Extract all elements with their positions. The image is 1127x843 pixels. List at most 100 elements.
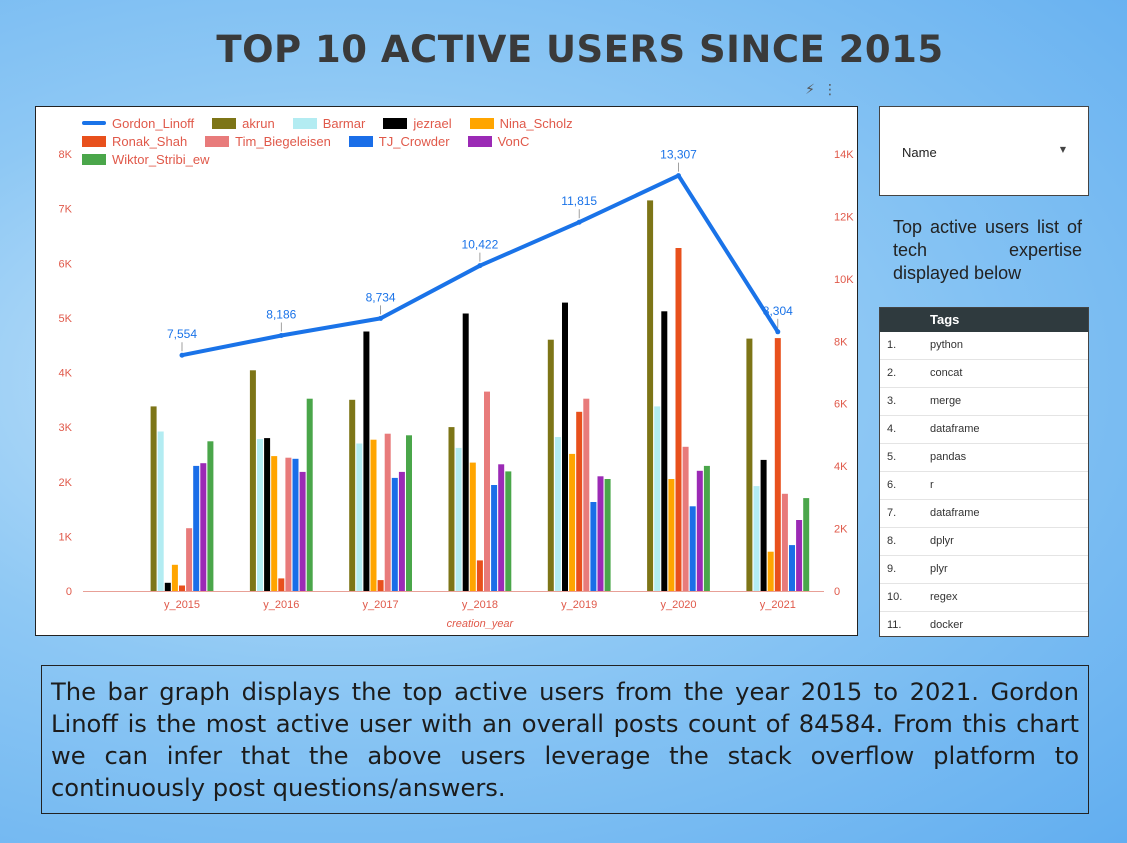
bar-ronak-shah <box>377 580 384 591</box>
y-right-tick-label: 6K <box>834 399 848 411</box>
page-title: TOP 10 ACTIVE USERS SINCE 2015 <box>216 28 944 71</box>
table-row: 10. regex <box>880 584 1088 612</box>
bar-tim-biegeleisen <box>186 528 193 591</box>
legend-item[interactable]: Wiktor_Stribi_ew <box>82 151 210 169</box>
legend-swatch <box>469 118 494 129</box>
y-left-tick-label: 1K <box>59 531 73 543</box>
legend-item[interactable]: Tim_Biegeleisen <box>205 133 331 151</box>
table-row: 2. concat <box>880 360 1088 388</box>
tag-name: dataframe <box>930 507 980 519</box>
legend-label: Wiktor_Stribi_ew <box>112 152 210 167</box>
kebab-menu-icon[interactable]: ⋮ <box>823 82 837 98</box>
legend-item[interactable]: VonC <box>467 133 529 151</box>
line-point <box>576 219 582 225</box>
legend-label: TJ_Crowder <box>378 134 450 149</box>
y-right-tick-label: 4K <box>834 461 848 473</box>
tag-name: regex <box>930 591 958 603</box>
bar-tim-biegeleisen <box>384 433 391 591</box>
bar-akrun <box>746 338 753 591</box>
bar-tj-crowder <box>689 506 696 591</box>
table-row: 5. pandas <box>880 444 1088 472</box>
legend-label: Ronak_Shah <box>112 134 188 149</box>
legend-swatch <box>205 136 230 147</box>
x-tick-label: y_2015 <box>164 599 200 611</box>
legend-item[interactable]: Nina_Scholz <box>469 115 573 133</box>
tag-index: 2. <box>887 367 897 379</box>
bar-vonc <box>299 471 306 591</box>
bar-barmar <box>356 443 363 591</box>
legend-label: Gordon_Linoff <box>112 116 195 131</box>
bar-nina-scholz <box>569 453 576 591</box>
tags-table-body: 1. python 2. concat 3. merge 4. dataframe 5. pand… <box>880 332 1088 636</box>
x-tick-label: y_2017 <box>363 599 399 611</box>
chart-legend: Gordon_Linoff akrun Barmar jezrael Nina_Scho… <box>82 115 642 169</box>
tags-table-header: Tags <box>880 308 1088 332</box>
bar-chart: 0 1K 2K 3K 4K 5K 6K 7K 8K 0 2K 4K 6K 8K 10K 12K 14K y_201… <box>35 106 858 636</box>
bar-vonc <box>696 470 703 591</box>
legend-swatch <box>383 118 408 129</box>
y-left-tick-label: 4K <box>59 368 73 380</box>
bar-vonc <box>398 471 405 591</box>
bar-tj-crowder <box>193 465 200 591</box>
bar-jezrael <box>462 313 469 591</box>
bar-wiktor-stribi-ew <box>803 498 810 591</box>
table-row: 7. dataframe <box>880 500 1088 528</box>
legend-swatch <box>212 118 237 129</box>
bar-jezrael <box>363 331 370 591</box>
line-point <box>676 173 681 179</box>
bar-jezrael <box>264 438 271 591</box>
bar-vonc <box>796 520 803 591</box>
line-data-label: 8,734 <box>366 290 396 304</box>
x-tick-label: y_2020 <box>660 599 696 611</box>
table-row: 9. plyr <box>880 556 1088 584</box>
tag-name: docker <box>930 619 964 631</box>
legend-swatch <box>82 136 106 147</box>
bar-nina-scholz <box>171 564 178 591</box>
side-description: Top active users list of tech expertise … <box>893 217 1082 283</box>
bar-nina-scholz <box>469 462 476 591</box>
y-right-tick-label: 0 <box>834 586 840 598</box>
bar-akrun <box>249 370 256 591</box>
bar-wiktor-stribi-ew <box>505 471 512 591</box>
bar-barmar <box>157 431 164 591</box>
legend-item[interactable]: akrun <box>212 115 275 133</box>
legend-item[interactable]: jezrael <box>383 115 452 133</box>
tag-name: pandas <box>930 451 967 463</box>
bolt-icon[interactable]: ⚡︎ <box>805 82 815 98</box>
bar-ronak-shah <box>278 578 285 591</box>
legend-label: akrun <box>242 116 275 131</box>
caret-down-icon: ▼ <box>1059 145 1066 154</box>
bar-jezrael <box>760 459 767 591</box>
bar-vonc <box>597 476 604 591</box>
y-right-tick-label: 14K <box>834 149 854 161</box>
name-filter-dropdown[interactable]: Name ▼ <box>879 106 1089 196</box>
legend-label: Nina_Scholz <box>499 116 573 131</box>
legend-item[interactable]: Gordon_Linoff <box>82 115 194 133</box>
bar-vonc <box>200 463 207 591</box>
legend-item[interactable]: Barmar <box>292 115 365 133</box>
bar-ronak-shah <box>476 560 483 591</box>
bar-akrun <box>150 406 157 591</box>
chart-toolbar: ⚡︎ ⋮ <box>800 82 840 98</box>
bar-ronak-shah <box>179 585 185 591</box>
chart-description: The bar graph displays the top active us… <box>41 665 1089 814</box>
bar-barmar <box>654 406 661 591</box>
tag-index: 11. <box>887 619 902 631</box>
tag-index: 4. <box>887 423 897 435</box>
bar-ronak-shah <box>774 338 781 591</box>
bar-barmar <box>554 437 561 591</box>
tag-name: plyr <box>930 563 948 575</box>
bar-jezrael <box>661 311 668 591</box>
bar-nina-scholz <box>370 439 377 591</box>
legend-item[interactable]: TJ_Crowder <box>348 133 450 151</box>
table-row: 1. python <box>880 332 1088 360</box>
bar-tim-biegeleisen <box>583 398 590 591</box>
bar-tj-crowder <box>391 477 398 591</box>
legend-label: Tim_Biegeleisen <box>235 134 331 149</box>
line-data-label: 8,186 <box>266 307 296 321</box>
legend-item[interactable]: Ronak_Shah <box>82 133 187 151</box>
tag-index: 8. <box>887 535 897 547</box>
bar-barmar <box>753 486 760 591</box>
chart-svg: 0 1K 2K 3K 4K 5K 6K 7K 8K 0 2K 4K 6K 8K 10K 12K 14K y_201… <box>59 148 855 630</box>
legend-swatch <box>82 154 106 165</box>
